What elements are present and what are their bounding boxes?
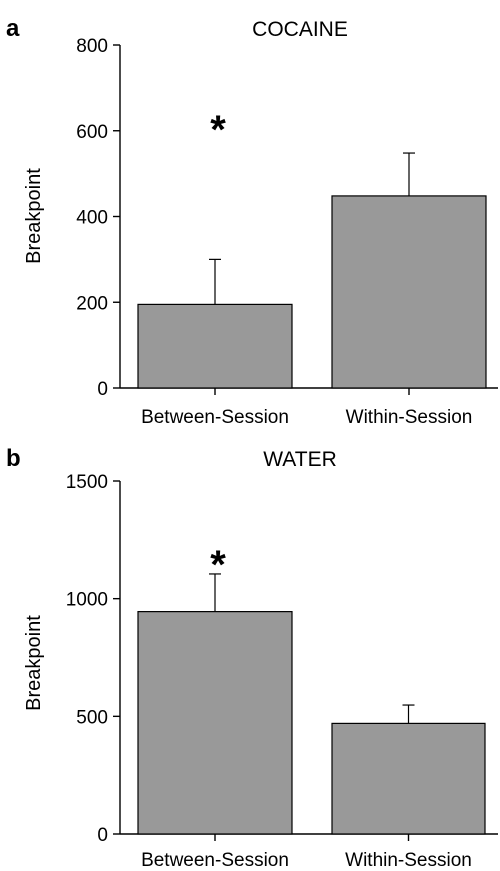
category-label: Between-Session [141,407,289,428]
plot-area: 0 500 1000 1500 Between-Session * Within-Sessi… [66,472,498,871]
y-tick-label: 400 [76,208,108,229]
bar [137,611,293,835]
y-tick-label: 200 [76,293,108,314]
y-tick-label: 500 [76,707,108,728]
bar [331,722,486,835]
y-axis-label: Breakpoint [23,615,45,711]
significance-marker: * [210,543,226,587]
chart-panel-b: b WATER Breakpoint 0 500 1000 1500 Between-S… [6,445,498,871]
panel-letter: b [6,445,21,472]
y-tick-label: 600 [76,122,108,143]
y-tick-label: 0 [97,825,108,846]
plot-area: 0 200 400 600 800 Between-Session * Within-Sess… [76,36,498,428]
chart-title: COCAINE [252,18,348,41]
y-tick-label: 0 [97,379,108,400]
category-label: Between-Session [141,850,289,871]
chart-panel-a: a COCAINE Breakpoint 0 200 400 600 800 Betwee… [6,15,498,428]
bar [137,303,293,389]
y-tick-label: 1000 [66,590,108,611]
chart-title: WATER [263,448,337,471]
y-tick-label: 1500 [66,472,108,493]
panel-letter: a [6,15,20,42]
significance-marker: * [210,108,226,152]
category-label: Within-Session [346,407,473,428]
bar [331,195,487,389]
y-tick-label: 800 [76,36,108,57]
category-label: Within-Session [345,850,472,871]
y-axis-label: Breakpoint [23,168,45,264]
